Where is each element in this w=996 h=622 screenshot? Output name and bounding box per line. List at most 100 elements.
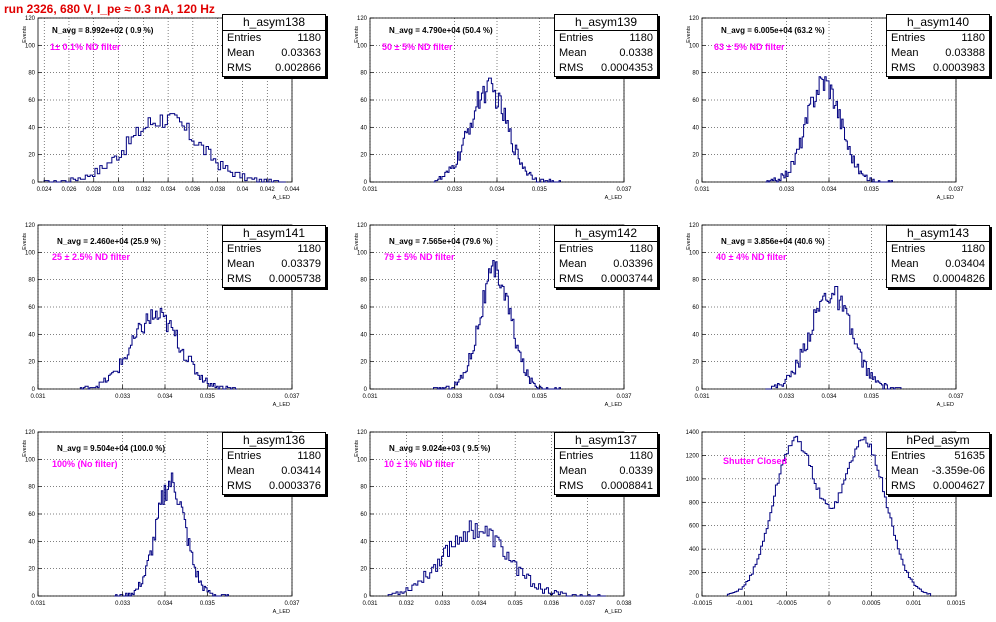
stats-box-title: h_asym140 <box>887 15 989 31</box>
y-tick-label: 80 <box>692 278 699 284</box>
histogram-panel-h_asym136: 0.031 0.033 0.034 0.035 0.037 0 20 40 60 80 100 120… <box>0 414 332 621</box>
y-tick-label: 120 <box>25 430 36 436</box>
x-axis-label: A_LED <box>273 195 290 201</box>
filter-label: 10 ± 1% ND filter <box>384 459 455 469</box>
stats-row-mean: Mean 0.0338 <box>555 46 657 61</box>
histogram-series <box>79 307 237 390</box>
stats-box: h_asym136 Entries 1180 Mean 0.03414 RMS 0.0003… <box>222 432 326 495</box>
x-tick-label: 0.031 <box>362 187 378 193</box>
navg-label: N_avg = 3.856e+04 (40.6 %) <box>721 237 825 246</box>
histogram-svg: 0.031 0.033 0.034 0.035 0.037 0 20 40 60 80 100 120… <box>354 223 632 408</box>
filter-label: 100% (No filter) <box>52 459 118 469</box>
x-tick-label: 0.033 <box>447 187 463 193</box>
filter-label: 40 ± 4% ND filter <box>716 252 787 262</box>
x-tick-label: 0.038 <box>210 187 226 193</box>
histogram-svg: 0.031 0.033 0.034 0.035 0.037 0 20 40 60 80 100 120… <box>22 223 300 408</box>
stats-key: RMS <box>559 62 584 74</box>
x-tick-label: 0.033 <box>779 187 795 193</box>
stats-value: 1180 <box>629 243 653 255</box>
page-title: run 2326, 680 V, I_pe ≈ 0.3 nA, 120 Hz <box>4 2 215 16</box>
x-tick-label: 0.035 <box>532 394 548 400</box>
stats-key: Mean <box>891 465 919 477</box>
y-tick-label: 20 <box>360 360 367 366</box>
stats-key: Mean <box>559 465 587 477</box>
x-tick-label: 0.035 <box>200 601 216 607</box>
y-tick-label: 1200 <box>686 453 700 459</box>
stats-row-mean: Mean 0.0339 <box>555 464 657 479</box>
x-tick-label: 0.033 <box>447 394 463 400</box>
x-tick-label: 0.037 <box>284 394 300 400</box>
stats-box: hPed_asym Entries 51635 Mean -3.359e-06 RMS 0.… <box>886 432 990 495</box>
y-tick-label: 40 <box>692 332 699 338</box>
x-tick-label: -0.0015 <box>692 601 713 607</box>
x-tick-label: 0.037 <box>616 394 632 400</box>
stats-value: 1180 <box>629 450 653 462</box>
stats-key: RMS <box>227 273 252 285</box>
y-tick-label: 40 <box>360 125 367 131</box>
y-tick-label: 80 <box>360 71 367 77</box>
stats-row-entries: Entries 1180 <box>555 449 657 464</box>
stats-box: h_asym143 Entries 1180 Mean 0.03404 RMS 0.0004… <box>886 225 990 288</box>
stats-row-rms: RMS 0.0004627 <box>887 479 989 494</box>
stats-key: RMS <box>227 480 252 492</box>
y-tick-label: 60 <box>360 512 367 518</box>
stats-row-entries: Entries 1180 <box>223 242 325 257</box>
histogram-svg: 0.031 0.033 0.034 0.035 0.037 0 20 40 60 80 100 120… <box>686 223 964 408</box>
stats-row-rms: RMS 0.0004826 <box>887 272 989 287</box>
x-tick-label: 0.032 <box>136 187 152 193</box>
y-tick-label: 0 <box>32 180 36 186</box>
stats-value: 0.03363 <box>281 47 321 59</box>
filter-label: 1± 0.1% ND filter <box>50 42 121 52</box>
histogram-series <box>765 286 902 390</box>
histogram-panel-h_asym138: 0.024 0.026 0.028 0.03 0.032 0.034 0.036 0.038 0… <box>0 0 332 207</box>
y-tick-label: 120 <box>25 16 36 22</box>
navg-label: N_avg = 9.504e+04 (100.0 %) <box>57 444 166 453</box>
y-tick-label: 80 <box>28 485 35 491</box>
stats-row-mean: Mean -3.359e-06 <box>887 464 989 479</box>
navg-label: N_avg = 6.005e+04 (63.2 %) <box>721 26 825 35</box>
stats-value: 0.03388 <box>945 47 985 59</box>
x-tick-label: 0.037 <box>616 187 632 193</box>
x-tick-label: 0.034 <box>161 187 177 193</box>
y-tick-label: 40 <box>28 332 35 338</box>
x-axis-label: A_LED <box>273 609 290 615</box>
stats-value: 0.0004353 <box>601 62 653 74</box>
stats-key: Entries <box>227 32 262 44</box>
stats-row-mean: Mean 0.03396 <box>555 257 657 272</box>
navg-label: N_avg = 8.992e+02 ( 0.9 %) <box>52 26 154 35</box>
histogram-panel-h_asym140: 0.031 0.033 0.034 0.035 0.037 0 20 40 60 80 100 120… <box>664 0 996 207</box>
navg-label: N_avg = 7.565e+04 (79.6 %) <box>389 237 493 246</box>
histogram-series <box>433 77 561 183</box>
x-tick-label: 0.001 <box>906 601 922 607</box>
y-tick-label: 60 <box>692 305 699 311</box>
histogram-series <box>114 472 229 597</box>
stats-value: 1180 <box>961 32 985 44</box>
y-axis-label: Events <box>354 26 360 43</box>
stats-row-rms: RMS 0.002866 <box>223 61 325 76</box>
stats-key: Mean <box>227 47 255 59</box>
x-tick-label: 0.035 <box>200 394 216 400</box>
y-tick-label: 80 <box>360 278 367 284</box>
x-tick-label: 0.035 <box>508 601 524 607</box>
x-tick-label: -0.0005 <box>776 601 797 607</box>
stats-box-title: h_asym143 <box>887 226 989 242</box>
stats-box-title: h_asym141 <box>223 226 325 242</box>
y-tick-label: 0 <box>696 594 700 600</box>
histogram-panel-hPed_asym: -0.0015 -0.001 -0.0005 0 0.0005 0.001 0.0015 0 2… <box>664 414 996 621</box>
x-axis-label: A_LED <box>937 402 954 408</box>
y-tick-label: 120 <box>357 430 368 436</box>
x-tick-label: 0.034 <box>821 187 837 193</box>
stats-value: 51635 <box>954 450 985 462</box>
y-tick-label: 40 <box>360 332 367 338</box>
stats-box: h_asym141 Entries 1180 Mean 0.03379 RMS 0.0005… <box>222 225 326 288</box>
stats-box-title: h_asym139 <box>555 15 657 31</box>
y-tick-label: 40 <box>28 539 35 545</box>
stats-key: RMS <box>559 273 584 285</box>
x-tick-label: 0.033 <box>115 601 131 607</box>
stats-row-mean: Mean 0.03404 <box>887 257 989 272</box>
stats-key: Entries <box>227 450 262 462</box>
x-tick-label: 0.035 <box>864 394 880 400</box>
x-tick-label: 0.028 <box>86 187 102 193</box>
y-tick-label: 200 <box>689 571 700 577</box>
y-tick-label: 40 <box>360 539 367 545</box>
